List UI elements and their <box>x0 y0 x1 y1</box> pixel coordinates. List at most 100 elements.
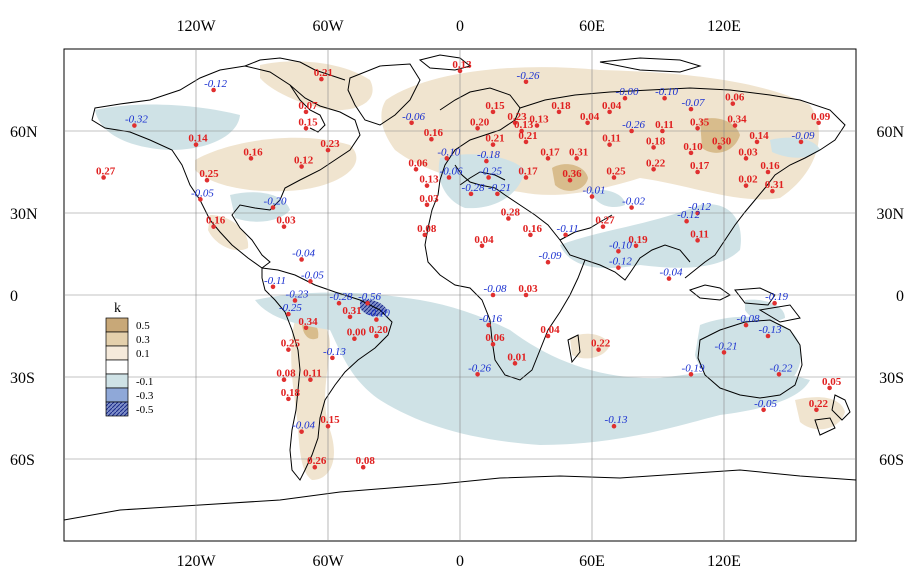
region-negative <box>95 104 240 150</box>
legend-label: -0.1 <box>136 376 153 388</box>
station-point <box>776 371 782 377</box>
lon-tick-label-bottom: 120W <box>176 553 216 570</box>
station-point <box>486 322 491 328</box>
station-value-label: 0.08 <box>356 455 376 467</box>
station-value-label: -0.12 <box>609 256 632 268</box>
station-value-label: -0.06 <box>402 111 425 123</box>
station-point <box>523 139 529 145</box>
region-positive <box>260 61 373 111</box>
legend: k 0.5 0.3 0.1 -0.1 -0.3 -0.5 <box>105 301 154 417</box>
region-negative <box>695 316 801 395</box>
lon-tick-label-top: 120E <box>707 18 741 35</box>
station-value-label: -0.10 <box>437 146 460 158</box>
station-value-label: 0.16 <box>760 160 780 172</box>
station-value-label: 0.19 <box>628 234 648 246</box>
station-point <box>798 139 804 145</box>
lon-tick-label-top: 120W <box>176 18 216 35</box>
region-positive <box>195 137 357 192</box>
station-point <box>688 106 694 112</box>
station-point <box>248 156 254 161</box>
station-value-label: 0.16 <box>206 215 226 227</box>
station-value-label: 0.23 <box>320 138 340 150</box>
legend-title: k <box>114 301 121 316</box>
legend-label: -0.3 <box>136 390 154 402</box>
lat-tick-label-left: 30S <box>10 370 35 387</box>
station-value-label: -0.32 <box>125 114 148 126</box>
station-value-label: 0.21 <box>485 133 504 145</box>
lon-tick-label-top: 60E <box>579 18 605 35</box>
legend-swatch <box>105 373 129 389</box>
station-value-label: 0.16 <box>243 146 263 158</box>
lat-tick-label-right: 0 <box>896 288 904 305</box>
shaded-regions <box>95 61 845 480</box>
region-positive-strong <box>700 118 740 153</box>
station-point <box>743 322 749 328</box>
station-value-label: 0.01 <box>507 351 526 363</box>
station-point <box>633 243 639 249</box>
station-point <box>475 125 480 131</box>
station-value-label: 0.04 <box>540 324 560 336</box>
station-value-label: -0.10 <box>655 86 678 98</box>
station-point <box>365 300 370 306</box>
station-point <box>695 125 700 131</box>
station-value-label: -0.04 <box>660 267 683 279</box>
station-point <box>563 232 568 238</box>
station-point <box>299 164 304 169</box>
station-value-label: -0.13 <box>759 324 782 336</box>
station-point <box>286 347 291 352</box>
station-point <box>827 385 832 391</box>
station-value-label: 0.07 <box>298 100 318 112</box>
station-value-label: -0.04 <box>292 247 315 259</box>
station-point <box>622 95 628 101</box>
legend-swatch <box>105 387 129 403</box>
station-value-label: 0.05 <box>822 376 842 388</box>
station-value-label: 0.11 <box>602 133 621 145</box>
station-point <box>308 279 313 284</box>
legend-label: 0.5 <box>136 320 150 332</box>
legend-label: 0.1 <box>136 348 150 360</box>
station-point <box>814 407 819 413</box>
station-point <box>519 128 524 134</box>
station-point <box>616 248 621 254</box>
station-point <box>523 292 529 298</box>
station-point <box>684 218 689 224</box>
station-point <box>336 300 342 306</box>
station-value-label: 0.27 <box>595 215 615 227</box>
station-point <box>770 188 775 194</box>
station-value-label: -0.08 <box>737 313 760 325</box>
station-value-label: 0.15 <box>485 100 505 112</box>
station-value-label: 0.15 <box>298 116 318 128</box>
station-point <box>512 120 518 126</box>
station-value-label: 0.10 <box>683 141 703 153</box>
station-value-label: 0.04 <box>474 234 494 246</box>
station-point <box>286 396 291 402</box>
station-point <box>662 95 667 101</box>
axis-labels: 120W 120W 60W 60W 0 0 60E 60E 120E 120E 60N 60N 30N 3… <box>10 18 904 570</box>
station-point <box>475 371 480 377</box>
station-point <box>660 128 665 134</box>
station-point <box>534 123 540 128</box>
station-point <box>651 166 656 172</box>
station-value-label: 0.02 <box>738 174 758 186</box>
station-value-label: 0.03 <box>419 193 439 205</box>
station-point <box>312 464 318 470</box>
lon-tick-label-bottom: 60W <box>312 553 344 570</box>
station-value-label: -0.01 <box>583 185 606 197</box>
station-point <box>486 175 491 180</box>
lat-tick-label-right: 30S <box>879 370 904 387</box>
legend-swatch <box>105 359 129 375</box>
station-value-label: 0.12 <box>294 155 314 167</box>
station-point <box>446 175 452 180</box>
station-labels: 0.21-0.12-0.320.140.070.150.230.160.120.… <box>96 59 842 467</box>
station-value-label: 0.25 <box>606 165 626 177</box>
station-point <box>607 142 612 147</box>
station-point <box>567 177 573 183</box>
station-value-label: -0.26 <box>468 362 491 374</box>
map-grid <box>64 49 856 541</box>
station-value-label: 0.27 <box>96 165 116 177</box>
station-value-label: -0.05 <box>301 269 324 281</box>
station-value-label: 0.13 <box>514 119 534 131</box>
station-point <box>292 298 298 303</box>
